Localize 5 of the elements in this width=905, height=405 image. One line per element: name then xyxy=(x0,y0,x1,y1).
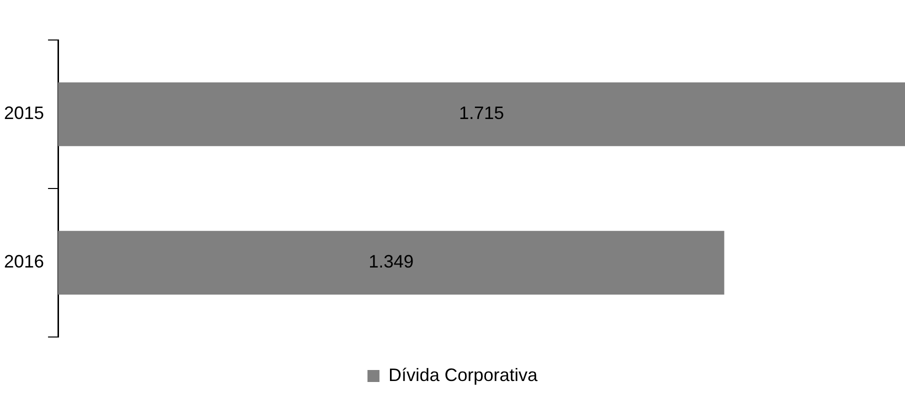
data-label: 1.715 xyxy=(459,103,504,124)
y-tick-label: 2016 xyxy=(4,252,44,272)
legend-label: Dívida Corporativa xyxy=(388,364,539,385)
y-tick-label: 2015 xyxy=(4,103,44,124)
data-label: 1.349 xyxy=(368,252,414,272)
